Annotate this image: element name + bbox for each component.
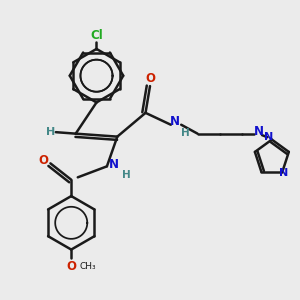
Text: N: N	[264, 132, 273, 142]
Text: N: N	[254, 125, 263, 138]
Text: N: N	[108, 158, 118, 171]
Text: H: H	[181, 128, 190, 138]
Text: N: N	[279, 168, 289, 178]
Text: Cl: Cl	[90, 29, 103, 42]
Text: CH₃: CH₃	[79, 262, 96, 271]
Text: H: H	[46, 127, 55, 137]
Text: N: N	[170, 115, 180, 128]
Text: H: H	[122, 170, 130, 180]
Text: O: O	[66, 260, 76, 273]
Text: O: O	[38, 154, 48, 167]
Text: O: O	[145, 72, 155, 85]
